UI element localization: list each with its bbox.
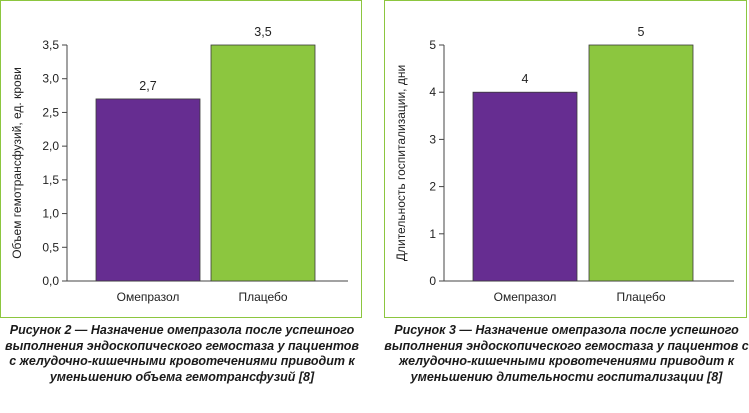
y-tick-label: 0 (429, 274, 436, 288)
y-tick-label: 2 (429, 180, 436, 194)
y-tick-label: 1 (429, 227, 436, 241)
y-axis-label: Длительность госпитализации, дни (394, 65, 408, 261)
y-tick-label: 1,5 (42, 173, 59, 187)
chart-2: 0,0 0,5 1,0 1,5 2,0 2,5 3,0 3,5 Объем гемотрансф… (10, 25, 348, 304)
figure-caption: Рисунок 3 — Назначение омепразола после … (384, 323, 749, 384)
bar-value-label: 5 (638, 25, 645, 39)
x-category-label: Омепразол (494, 290, 557, 304)
x-category-label: Омепразол (117, 290, 180, 304)
y-tick-label: 0,5 (42, 240, 59, 254)
x-category-label: Плацебо (238, 290, 287, 304)
y-tick-label: 3 (429, 132, 436, 146)
y-axis-label: Объем гемотрансфузий, ед. крови (10, 67, 24, 259)
y-tick-label: 5 (429, 38, 436, 52)
y-tick-label: 3,5 (42, 38, 59, 52)
y-tick-label: 3,0 (42, 72, 59, 86)
bar (588, 44, 694, 282)
x-category-label: Плацебо (616, 290, 665, 304)
y-tick-label: 1,0 (42, 207, 59, 221)
bar (472, 91, 578, 282)
chart-3: 0 1 2 3 4 5 Длительность госпитализации, дни 4 О… (394, 25, 734, 304)
y-tick-label: 4 (429, 85, 436, 99)
y-tick-label: 2,0 (42, 139, 59, 153)
bar (95, 98, 201, 282)
figure-caption: Рисунок 2 — Назначение омепразола после … (5, 323, 359, 384)
bar-value-label: 2,7 (139, 79, 156, 93)
bar-value-label: 4 (522, 72, 529, 86)
bar (210, 44, 316, 282)
y-tick-label: 0,0 (42, 274, 59, 288)
bar-value-label: 3,5 (254, 25, 271, 39)
y-tick-label: 2,5 (42, 105, 59, 119)
